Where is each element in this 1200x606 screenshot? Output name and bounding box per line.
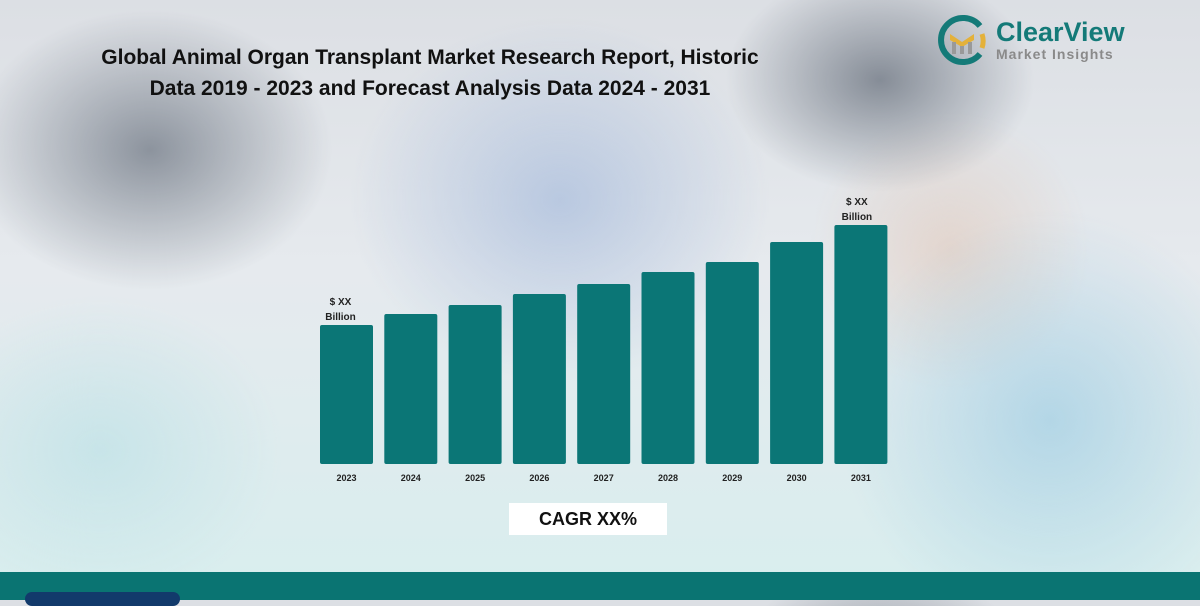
bar-2028 — [641, 272, 695, 464]
x-tick-label: 2025 — [465, 473, 485, 483]
x-tick-label: 2028 — [658, 473, 678, 483]
footer-bar — [0, 572, 1200, 606]
x-tick-label: 2027 — [594, 473, 614, 483]
x-tick-label: 2026 — [529, 473, 549, 483]
title-line-2: Data 2019 - 2023 and Forecast Analysis D… — [149, 77, 711, 100]
x-tick-label: 2029 — [722, 473, 742, 483]
bar-2027 — [577, 284, 631, 464]
x-tick-label: 2030 — [787, 473, 807, 483]
bar-2024 — [384, 314, 438, 464]
bar-2030 — [770, 242, 824, 464]
clearview-logo: ClearView Market Insights — [936, 14, 1125, 66]
x-tick-label: 2023 — [336, 473, 356, 483]
bar-2029 — [705, 262, 759, 464]
report-title: Global Animal Organ Transplant Market Re… — [40, 42, 820, 104]
bar-2031 — [834, 225, 888, 464]
data-label: $ XX — [846, 197, 868, 208]
footer-button[interactable] — [25, 592, 180, 606]
cagr-label: CAGR XX% — [509, 503, 667, 535]
logo-name: ClearView — [996, 17, 1125, 47]
logo-subtitle: Market Insights — [996, 46, 1114, 62]
logo-mark-icon — [938, 15, 986, 65]
data-label: Billion — [325, 312, 356, 323]
bar-2025 — [448, 305, 502, 464]
data-label: $ XX — [330, 297, 352, 308]
x-tick-label: 2031 — [851, 473, 871, 483]
title-line-1: Global Animal Organ Transplant Market Re… — [101, 46, 759, 69]
bar-2023 — [320, 325, 373, 464]
data-label: Billion — [842, 212, 873, 223]
bar-2026 — [512, 294, 566, 464]
x-tick-label: 2024 — [401, 473, 421, 483]
